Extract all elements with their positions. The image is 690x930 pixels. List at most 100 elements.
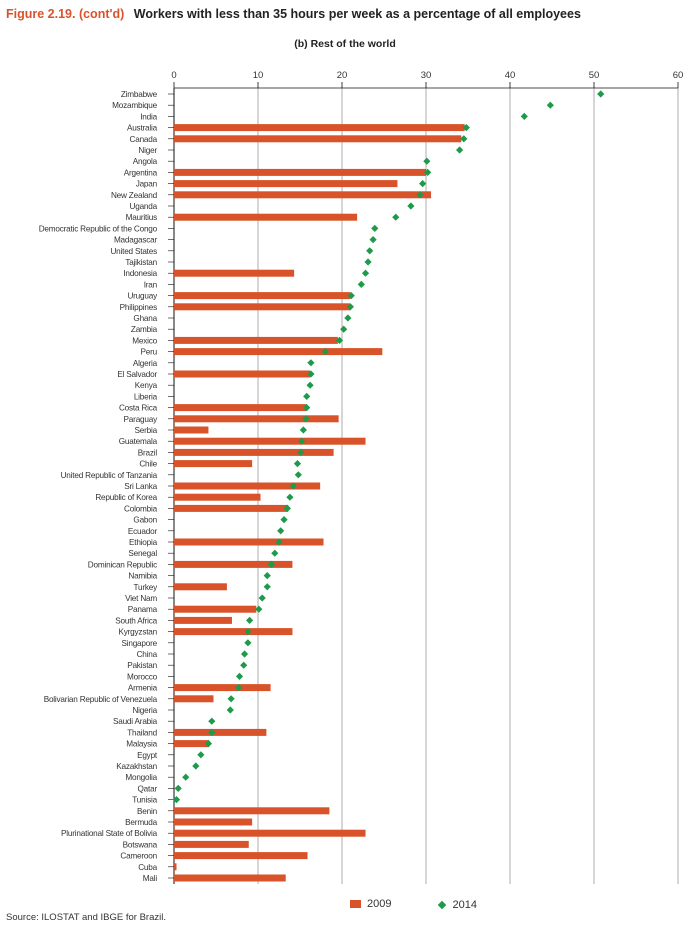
dot-2014 bbox=[419, 180, 427, 188]
category-label: Guatemala bbox=[119, 437, 158, 446]
dot-2014 bbox=[244, 639, 252, 647]
dot-2014 bbox=[240, 661, 248, 669]
dot-2014 bbox=[423, 157, 431, 165]
category-label: Senegal bbox=[128, 549, 157, 558]
category-label: Kyrgyzstan bbox=[119, 628, 158, 637]
bar-2009 bbox=[174, 616, 232, 624]
dot-2014 bbox=[283, 504, 291, 512]
bar-2009 bbox=[174, 336, 338, 344]
figure-label: Figure 2.19. (cont'd) bbox=[6, 7, 125, 21]
category-label: Cuba bbox=[138, 863, 157, 872]
dot-2014 bbox=[520, 112, 528, 120]
category-label: Tunisia bbox=[132, 796, 157, 805]
bar-2009 bbox=[174, 740, 210, 748]
dot-2014 bbox=[364, 258, 372, 266]
dot-2014 bbox=[321, 348, 329, 356]
category-label: Indonesia bbox=[123, 269, 157, 278]
category-label: Panama bbox=[128, 605, 158, 614]
dot-2014 bbox=[244, 628, 252, 636]
dot-2014 bbox=[258, 594, 266, 602]
dot-2014 bbox=[424, 168, 432, 176]
category-label: Democratic Republic of the Congo bbox=[39, 224, 158, 233]
category-label: Brazil bbox=[138, 448, 158, 457]
bar-2009 bbox=[174, 840, 249, 848]
category-label: Canada bbox=[130, 135, 158, 144]
category-label: Cameroon bbox=[120, 852, 157, 861]
category-label: Mali bbox=[143, 874, 158, 883]
legend-item-2014: 2014 bbox=[437, 899, 477, 911]
category-label: Mozambique bbox=[112, 101, 158, 110]
legend-label-2009: 2009 bbox=[367, 898, 392, 910]
dot-2014 bbox=[263, 572, 271, 580]
category-label: Mauritius bbox=[126, 213, 158, 222]
category-label: Botswana bbox=[123, 840, 158, 849]
dot-2014 bbox=[294, 471, 302, 479]
category-label: India bbox=[140, 112, 157, 121]
category-label: Liberia bbox=[134, 392, 158, 401]
category-label: Madagascar bbox=[114, 236, 158, 245]
bar-2009 bbox=[174, 180, 398, 188]
dot-2014 bbox=[297, 448, 305, 456]
dot-2014 bbox=[197, 751, 205, 759]
dot-2014 bbox=[456, 146, 464, 154]
category-label: Zimbabwe bbox=[121, 90, 158, 99]
dot-2014 bbox=[263, 583, 271, 591]
bar-2009 bbox=[174, 460, 253, 468]
category-label: Argentina bbox=[124, 168, 158, 177]
dot-2014 bbox=[347, 292, 355, 300]
bar-2009 bbox=[174, 684, 271, 692]
bar-2009 bbox=[174, 303, 351, 311]
bar-2009 bbox=[174, 448, 334, 456]
category-label: Thailand bbox=[127, 728, 157, 737]
category-label: Philippines bbox=[120, 303, 158, 312]
category-label: Ghana bbox=[133, 314, 157, 323]
category-label: Kenya bbox=[135, 381, 158, 390]
category-label: Plurinational State of Bolivia bbox=[61, 829, 158, 838]
category-label: Chile bbox=[139, 460, 157, 469]
x-tick-label: 10 bbox=[253, 70, 264, 81]
category-label: Mongolia bbox=[125, 773, 157, 782]
dot-2014 bbox=[235, 672, 244, 680]
dot-2014 bbox=[340, 325, 348, 333]
dot-2014 bbox=[293, 460, 302, 468]
dot-2014 bbox=[462, 124, 470, 132]
x-tick-label: 50 bbox=[589, 70, 600, 81]
legend-bar-swatch bbox=[350, 900, 361, 908]
dot-2014 bbox=[267, 560, 276, 568]
category-label: United States bbox=[110, 247, 157, 256]
dot-2014 bbox=[392, 213, 400, 221]
dot-2014 bbox=[303, 392, 311, 400]
dot-2014 bbox=[366, 247, 374, 255]
bar-2009 bbox=[174, 348, 383, 356]
dot-2014 bbox=[361, 269, 370, 277]
dot-2014 bbox=[174, 784, 182, 792]
bar-2009 bbox=[174, 135, 462, 143]
bar-2009 bbox=[174, 695, 214, 703]
category-label: Iran bbox=[144, 280, 158, 289]
category-label: Ethiopia bbox=[129, 538, 158, 547]
category-label: South Africa bbox=[115, 616, 157, 625]
x-tick-label: 20 bbox=[337, 70, 348, 81]
category-label: United Republic of Tanzania bbox=[61, 471, 158, 480]
bar-2009 bbox=[174, 437, 366, 445]
category-label: Sri Lanka bbox=[124, 482, 157, 491]
source-note: Source: ILOSTAT and IBGE for Brazil. bbox=[6, 912, 166, 923]
dot-2014 bbox=[416, 191, 424, 199]
bar-2009 bbox=[174, 493, 261, 501]
category-label: Uruguay bbox=[127, 292, 158, 301]
x-tick-label: 60 bbox=[673, 70, 684, 81]
dot-2014 bbox=[460, 135, 468, 143]
category-label: Gabon bbox=[133, 516, 157, 525]
legend-diamond-swatch bbox=[437, 900, 446, 910]
category-label: Uganda bbox=[130, 202, 158, 211]
dot-2014 bbox=[306, 381, 314, 389]
category-label: Angola bbox=[133, 157, 158, 166]
category-label: Qatar bbox=[138, 784, 158, 793]
dot-2014 bbox=[369, 236, 377, 244]
bar-2009 bbox=[174, 404, 307, 412]
bar-2009 bbox=[174, 124, 465, 132]
category-label: Egypt bbox=[137, 751, 158, 760]
category-label: Malaysia bbox=[126, 740, 157, 749]
dot-2014 bbox=[275, 538, 283, 546]
dot-2014 bbox=[271, 549, 279, 557]
